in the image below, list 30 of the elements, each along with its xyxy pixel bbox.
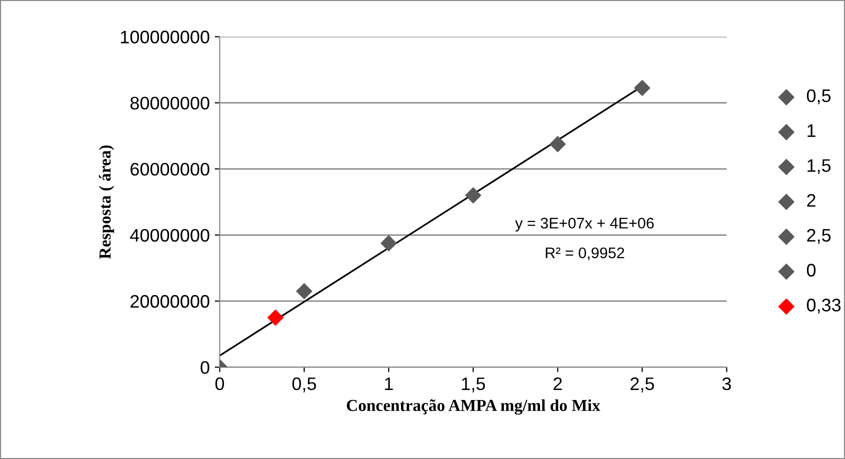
y-axis-title: Resposta ( área) [98,145,114,259]
legend-label: 1,5 [808,159,831,174]
point [634,80,650,96]
x-tick-label: 3 [722,377,731,390]
x-tick-label: 2 [554,377,562,390]
legend-label: 2 [807,194,816,207]
point [549,136,566,152]
legend-label: 0,5 [806,89,831,104]
y-tick-label: 0 [200,361,210,374]
point [267,309,284,326]
y-tick-label: 80000000 [130,96,210,110]
legend-label: 0 [806,264,816,277]
annotation: R² = 0,9952 [546,247,624,260]
y-tick-label: 100000000 [120,30,210,44]
point [380,235,397,252]
y-tick-label: 40000000 [130,228,210,242]
x-tick-label: 0,5 [292,377,316,392]
legend-label: 0,33 [806,298,841,314]
x-tick-label: 0 [215,377,224,390]
legend-label: 2,5 [807,228,831,244]
x-tick-label: 1,5 [462,378,485,392]
point [296,282,312,300]
x-axis-title: Concentração AMPA mg/ml do Mix [346,399,600,415]
legend-label: 1 [808,124,816,137]
y-tick-label: 60000000 [130,162,210,176]
point [464,187,482,204]
y-tick-label: 20000000 [130,295,210,308]
annotation: y = 3E+07x + 4E+06 [515,218,654,232]
x-tick-label: 2,5 [630,377,654,392]
x-tick-label: 1 [385,378,393,390]
